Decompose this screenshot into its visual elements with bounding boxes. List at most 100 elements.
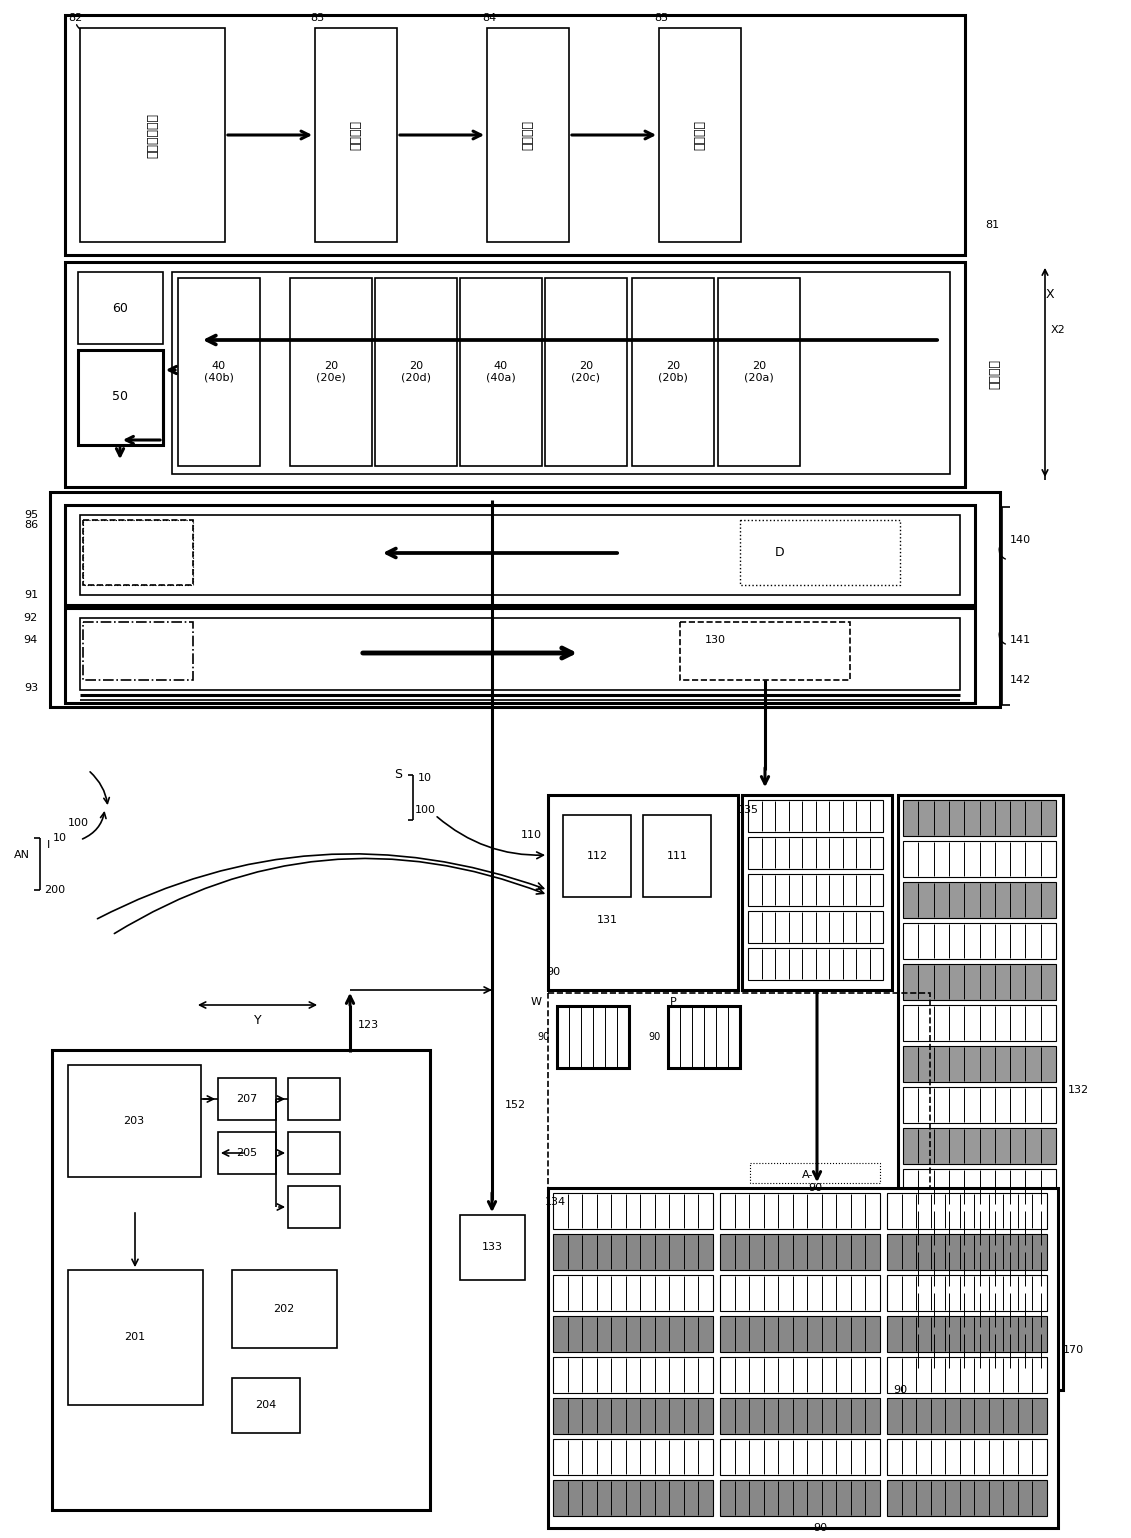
Bar (903, 1292, 1056, 1327)
Text: D: D (775, 546, 785, 560)
Text: 82: 82 (68, 12, 83, 23)
Bar (316, 28, 397, 241)
Text: 染色部件: 染色部件 (988, 358, 1001, 389)
Text: 123: 123 (359, 1020, 379, 1030)
Bar (83, 520, 193, 584)
Bar (78, 351, 163, 444)
Bar (80, 618, 960, 691)
Bar (903, 1333, 1056, 1369)
Bar (740, 520, 900, 584)
Text: 90: 90 (893, 1386, 907, 1395)
Bar (720, 1440, 880, 1475)
Text: 100: 100 (414, 804, 435, 815)
Text: 90: 90 (649, 1032, 661, 1043)
Bar (64, 608, 975, 703)
Bar (644, 815, 711, 897)
Bar (549, 994, 930, 1187)
Bar (887, 1317, 1047, 1352)
Bar (903, 1127, 1056, 1164)
Text: 50: 50 (112, 391, 128, 403)
Bar (288, 1186, 340, 1227)
Bar (903, 1250, 1056, 1287)
Text: 40
(40a): 40 (40a) (486, 361, 516, 383)
Text: 93: 93 (24, 683, 38, 694)
Bar (232, 1270, 337, 1347)
Bar (83, 621, 193, 680)
Bar (290, 278, 372, 466)
Bar (288, 1132, 340, 1173)
Text: 90: 90 (813, 1523, 827, 1533)
Bar (83, 520, 193, 584)
Text: 131: 131 (596, 915, 618, 924)
Text: 20
(20b): 20 (20b) (658, 361, 688, 383)
Text: 90: 90 (808, 1183, 822, 1193)
Text: P: P (670, 997, 676, 1007)
Bar (903, 1087, 1056, 1123)
Text: 涂抹部件: 涂抹部件 (521, 120, 535, 151)
Bar (487, 28, 569, 241)
Text: 207: 207 (236, 1094, 258, 1104)
Text: 94: 94 (24, 635, 38, 644)
Text: 205: 205 (236, 1147, 258, 1158)
Text: 20
(20e): 20 (20e) (317, 361, 346, 383)
Bar (80, 515, 960, 595)
Bar (748, 947, 883, 980)
Text: 40
(40b): 40 (40b) (204, 361, 234, 383)
Bar (903, 1169, 1056, 1204)
Text: S: S (394, 769, 402, 781)
Text: Y: Y (254, 1014, 261, 1026)
Text: 132: 132 (1068, 1084, 1089, 1095)
Bar (720, 1398, 880, 1433)
Text: 84: 84 (482, 12, 497, 23)
Text: X2: X2 (1051, 325, 1065, 335)
Bar (742, 795, 892, 990)
Bar (680, 621, 851, 680)
Bar (748, 837, 883, 869)
Bar (750, 1163, 880, 1183)
Bar (288, 1078, 340, 1120)
Text: 135: 135 (737, 804, 759, 815)
Bar (553, 1440, 713, 1475)
Bar (720, 1480, 880, 1516)
Bar (232, 1378, 300, 1433)
Bar (218, 1132, 276, 1173)
Text: 204: 204 (256, 1400, 277, 1410)
Text: A-: A- (802, 1170, 813, 1180)
Bar (903, 800, 1056, 837)
Bar (659, 28, 741, 241)
Bar (50, 492, 1000, 707)
Bar (545, 278, 627, 466)
Bar (903, 881, 1056, 918)
Text: 141: 141 (1010, 635, 1031, 644)
Text: 152: 152 (506, 1100, 526, 1110)
Bar (553, 1317, 713, 1352)
Bar (720, 1357, 880, 1393)
Bar (903, 841, 1056, 877)
Bar (720, 1233, 880, 1270)
Text: 170: 170 (1063, 1346, 1085, 1355)
Text: 100: 100 (68, 818, 88, 827)
Text: 201: 201 (124, 1332, 146, 1343)
Bar (78, 272, 163, 345)
Text: AN: AN (14, 851, 31, 860)
Bar (887, 1398, 1047, 1433)
Text: 20
(20a): 20 (20a) (744, 361, 774, 383)
Bar (903, 1046, 1056, 1083)
Text: 133: 133 (482, 1243, 502, 1252)
Bar (887, 1440, 1047, 1475)
Bar (553, 1193, 713, 1229)
Bar (748, 874, 883, 906)
Text: 112: 112 (587, 851, 607, 861)
Bar (887, 1480, 1047, 1516)
Text: 干燥部件: 干燥部件 (693, 120, 707, 151)
Bar (718, 278, 800, 466)
Bar (887, 1275, 1047, 1310)
Text: X: X (1046, 289, 1054, 301)
Bar (887, 1357, 1047, 1393)
Bar (218, 1078, 276, 1120)
Bar (178, 278, 260, 466)
Text: 20
(20c): 20 (20c) (571, 361, 601, 383)
Text: 85: 85 (654, 12, 668, 23)
Bar (64, 15, 965, 255)
Bar (903, 923, 1056, 960)
